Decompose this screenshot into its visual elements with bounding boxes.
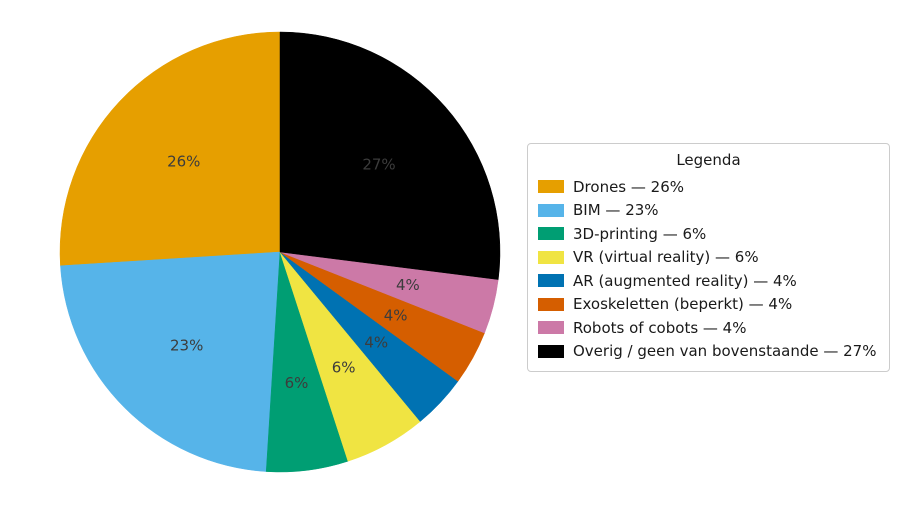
legend-item: BIM — 23%: [538, 199, 879, 223]
pie-pct-label: 6%: [285, 374, 309, 392]
pie-slice-7: [279, 31, 501, 280]
legend-swatch: [538, 297, 564, 311]
legend-label: AR (augmented reality) — 4%: [573, 271, 797, 290]
legend-swatch: [538, 250, 564, 264]
legend-item: Exoskeletten (beperkt) — 4%: [538, 293, 879, 317]
legend-label: Overig / geen van bovenstaande — 27%: [573, 342, 877, 361]
legend-label: BIM — 23%: [573, 201, 659, 220]
legend-swatch: [538, 180, 564, 194]
pie-pct-label: 26%: [167, 153, 200, 171]
legend-item: AR (augmented reality) — 4%: [538, 269, 879, 293]
legend-item: Robots of cobots — 4%: [538, 316, 879, 340]
legend-label: 3D-printing — 6%: [573, 224, 707, 243]
pie-pct-label: 4%: [364, 333, 388, 351]
legend-swatch: [538, 203, 564, 217]
legend-swatch: [538, 274, 564, 288]
legend-swatch: [538, 321, 564, 335]
legend-item: Overig / geen van bovenstaande — 27%: [538, 340, 879, 364]
pie-pct-label: 4%: [384, 307, 408, 325]
legend-items: Drones — 26% BIM — 23% 3D-printing — 6% VR …: [538, 175, 879, 363]
legend-swatch: [538, 344, 564, 358]
legend-item: VR (virtual reality) — 6%: [538, 246, 879, 270]
pie-pct-label: 27%: [362, 156, 395, 174]
pie-slice-1: [60, 251, 281, 472]
legend-label: Robots of cobots — 4%: [573, 318, 747, 337]
legend-label: Drones — 26%: [573, 177, 684, 196]
legend: Legenda Drones — 26% BIM — 23% 3D-printing…: [527, 143, 890, 372]
legend-label: VR (virtual reality) — 6%: [573, 248, 759, 267]
legend-label: Exoskeletten (beperkt) — 4%: [573, 295, 793, 314]
legend-item: 3D-printing — 6%: [538, 222, 879, 246]
legend-item: Drones — 26%: [538, 175, 879, 199]
legend-swatch: [538, 227, 564, 241]
pie-slice-0: [59, 31, 281, 267]
pie-pct-label: 6%: [332, 359, 356, 377]
legend-title: Legenda: [676, 151, 741, 169]
pie-pct-label: 4%: [396, 276, 420, 294]
pie-pct-label: 23%: [170, 336, 203, 354]
